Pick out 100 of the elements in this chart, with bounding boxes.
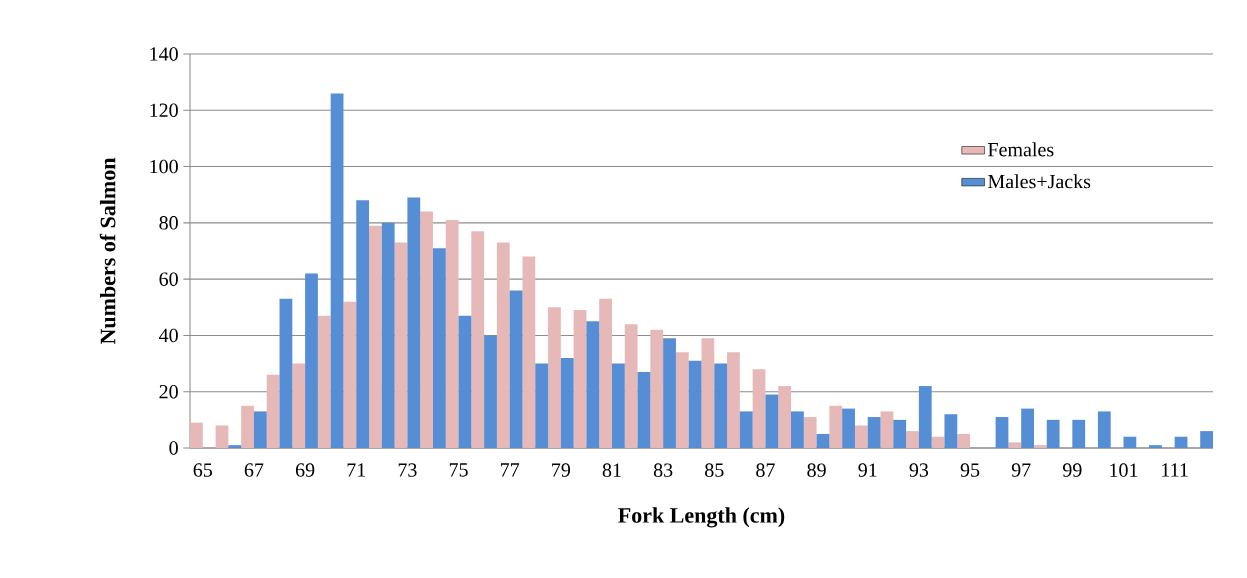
x-tick-label: 89 — [807, 463, 826, 477]
x-tick-label: 91 — [858, 463, 877, 477]
bar — [432, 248, 446, 448]
bar — [944, 414, 958, 448]
bar — [343, 301, 357, 448]
x-tick-label: 95 — [960, 463, 980, 477]
bar — [599, 298, 612, 448]
bar — [369, 225, 382, 448]
bar — [586, 321, 600, 448]
x-tick-label: 111 — [1162, 463, 1188, 477]
bar — [548, 307, 561, 448]
bar — [1174, 436, 1188, 448]
bar — [190, 422, 203, 448]
legend-label: Females — [988, 142, 1054, 157]
x-tick-label: 71 — [347, 463, 366, 477]
bar — [1123, 436, 1137, 448]
y-axis-title: Numbers of Salmon — [99, 157, 116, 345]
bar — [1097, 411, 1111, 448]
bar — [356, 200, 370, 448]
x-tick-label: 83 — [653, 463, 673, 477]
bar — [995, 417, 1009, 448]
y-tick-label: 60 — [159, 272, 178, 286]
bar — [867, 417, 881, 448]
bar — [880, 411, 894, 448]
bar — [407, 197, 421, 448]
bar — [611, 363, 625, 448]
bar — [292, 363, 306, 448]
bar — [484, 335, 497, 448]
bar — [305, 273, 318, 448]
x-tick-label: 67 — [244, 463, 264, 477]
bar — [918, 386, 932, 448]
bar — [816, 433, 830, 448]
x-tick-label: 75 — [449, 463, 468, 477]
bar — [535, 363, 549, 448]
bar — [1046, 419, 1060, 448]
x-tick-label: 93 — [909, 463, 929, 477]
y-tick-label: 20 — [159, 384, 178, 399]
bar — [420, 211, 433, 448]
bar — [752, 369, 766, 448]
bar — [266, 374, 280, 448]
bar — [330, 93, 344, 448]
bar — [893, 419, 907, 448]
bar — [791, 411, 804, 448]
bar — [803, 417, 817, 448]
bar — [778, 386, 792, 448]
bar — [228, 445, 242, 448]
bar — [496, 242, 510, 448]
bar — [317, 315, 331, 448]
y-tick-label: 100 — [150, 159, 178, 174]
legend-label: Males+Jacks — [988, 174, 1091, 189]
bar — [663, 338, 676, 448]
bar — [854, 425, 868, 448]
bar — [1021, 408, 1034, 448]
bar — [650, 329, 664, 448]
y-tick-label: 140 — [150, 47, 178, 61]
bar — [445, 220, 459, 448]
x-tick-label: 69 — [295, 463, 315, 477]
y-tick-label: 0 — [169, 441, 178, 455]
bar — [394, 242, 408, 448]
bar — [1008, 442, 1022, 448]
bar — [688, 360, 702, 448]
bar — [675, 352, 689, 448]
x-tick-label: 81 — [602, 463, 621, 477]
bar — [906, 431, 919, 448]
y-tick-label: 40 — [159, 328, 178, 343]
bar — [573, 310, 587, 448]
x-tick-label: 85 — [705, 463, 724, 477]
y-tick-label: 80 — [159, 216, 178, 230]
bar — [829, 405, 843, 448]
x-tick-label: 77 — [501, 463, 520, 477]
bar — [1149, 445, 1162, 448]
bar — [458, 315, 472, 448]
bar — [560, 357, 574, 448]
x-tick-label: 65 — [193, 463, 213, 477]
x-tick-label: 79 — [552, 463, 571, 477]
bar — [253, 411, 267, 448]
bar — [1033, 445, 1047, 448]
bar — [241, 405, 254, 448]
bar — [522, 256, 536, 448]
bar — [714, 363, 728, 448]
bar — [765, 394, 779, 448]
x-tick-label: 87 — [756, 463, 775, 477]
bar — [739, 411, 753, 448]
bar — [701, 338, 715, 448]
bar — [931, 436, 945, 448]
bar — [842, 408, 855, 448]
bar — [1200, 431, 1214, 448]
bar — [215, 425, 229, 448]
bar — [1072, 419, 1086, 448]
bar — [279, 298, 293, 448]
x-tick-label: 97 — [1011, 463, 1031, 477]
y-tick-label: 120 — [150, 103, 178, 118]
bar — [509, 290, 523, 448]
bar — [637, 372, 651, 448]
bar — [471, 231, 485, 448]
bar — [624, 324, 638, 448]
x-axis-title: Fork Length (cm) — [618, 507, 785, 528]
bar — [957, 433, 971, 448]
x-tick-label: 101 — [1110, 463, 1138, 477]
x-tick-label: 99 — [1062, 463, 1082, 477]
